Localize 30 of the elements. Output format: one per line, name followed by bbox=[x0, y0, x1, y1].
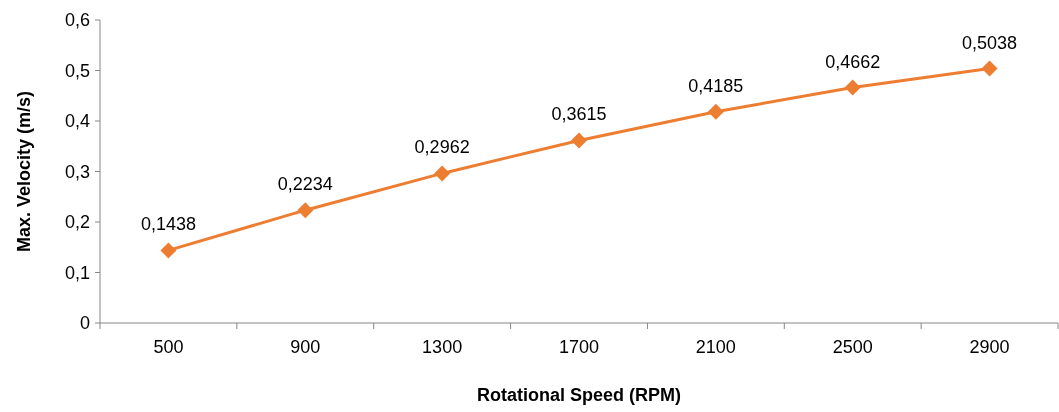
data-label: 0,2234 bbox=[277, 174, 333, 195]
y-tick-label: 0,5 bbox=[64, 60, 90, 81]
y-axis-title: Max. Velocity (m/s) bbox=[14, 90, 34, 253]
y-tick-label: 0,1 bbox=[64, 262, 90, 283]
data-label: 0,4662 bbox=[825, 51, 881, 72]
data-label: 0,2962 bbox=[414, 137, 470, 158]
point bbox=[160, 242, 177, 259]
point bbox=[571, 132, 587, 149]
y-tick-label: 0,2 bbox=[64, 212, 90, 233]
point bbox=[297, 202, 314, 219]
point bbox=[707, 103, 724, 120]
point bbox=[981, 60, 998, 77]
y-tick-label: 0,6 bbox=[64, 10, 90, 31]
x-tick-label: 1300 bbox=[422, 337, 463, 357]
x-tick-label: 2100 bbox=[695, 337, 736, 357]
point bbox=[434, 165, 451, 182]
x-tick-label: 500 bbox=[153, 337, 184, 357]
x-axis-title: Rotational Speed (RPM) bbox=[476, 385, 682, 405]
data-label: 0,5038 bbox=[962, 32, 1018, 53]
x-tick-label: 1700 bbox=[558, 337, 600, 357]
x-tick-label: 2500 bbox=[832, 337, 873, 357]
y-tick-label: 0 bbox=[79, 313, 90, 334]
x-tick-label: 2900 bbox=[969, 337, 1010, 357]
y-tick-label: 0,3 bbox=[64, 161, 90, 182]
point bbox=[844, 79, 861, 96]
data-label: 0,3615 bbox=[551, 104, 607, 125]
data-label: 0,4185 bbox=[688, 75, 744, 96]
data-label: 0,1438 bbox=[140, 214, 196, 235]
y-tick-label: 0,4 bbox=[64, 111, 90, 132]
x-tick-label: 900 bbox=[290, 337, 321, 357]
